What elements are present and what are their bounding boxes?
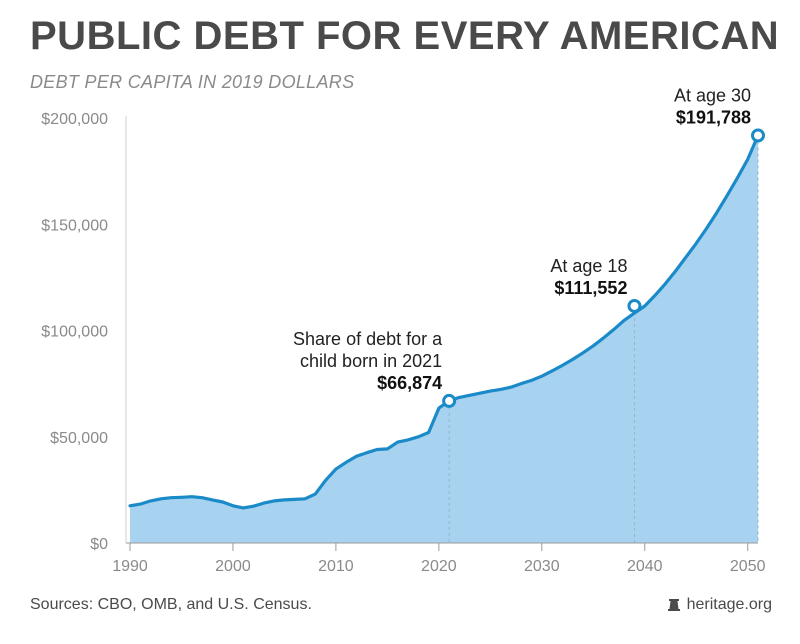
debt-area-chart: $0 $50,000 $100,000 $150,000 $200,000 1990 200… [41,85,765,575]
annotation-value: $191,788 [676,107,751,127]
x-tick-label: 1990 [112,558,148,575]
axis-layer: $0 $50,000 $100,000 $150,000 $200,000 1990 200… [41,111,765,575]
sources-note: Sources: CBO, OMB, and U.S. Census. [30,596,312,613]
x-tick-label: 2010 [318,558,354,575]
y-tick-label: $100,000 [41,324,108,341]
y-tick-label: $50,000 [50,430,108,447]
data-point-marker [751,128,765,143]
annotation-label: child born in 2021 [300,351,442,371]
y-tick-label: $0 [90,536,108,553]
guide-layer [448,135,759,543]
x-tick-label: 2040 [627,558,663,575]
y-tick-label: $200,000 [41,111,108,128]
annotation-value: $66,874 [377,373,442,393]
brand-text: heritage.org [686,596,772,613]
x-tick-label: 2050 [730,558,766,575]
chart-title: PUBLIC DEBT FOR EVERY AMERICAN [30,14,780,58]
annotation-value: $111,552 [554,278,627,298]
annotation-label: At age 18 [550,256,627,276]
x-tick-label: 2020 [421,558,457,575]
x-tick-label: 2030 [524,558,560,575]
annotation-label: At age 30 [674,85,751,105]
annotation-label: Share of debt for a [293,329,443,349]
y-tick-label: $150,000 [41,217,108,234]
area-fill [130,135,758,543]
chart-subtitle: DEBT PER CAPITA IN 2019 DOLLARS [30,72,355,92]
x-tick-label: 2000 [215,558,251,575]
data-point-marker [442,393,457,408]
brand-link[interactable]: heritage.org [667,596,772,614]
liberty-bell-icon [667,598,681,612]
area-layer [130,135,758,543]
data-point-marker [627,298,642,313]
